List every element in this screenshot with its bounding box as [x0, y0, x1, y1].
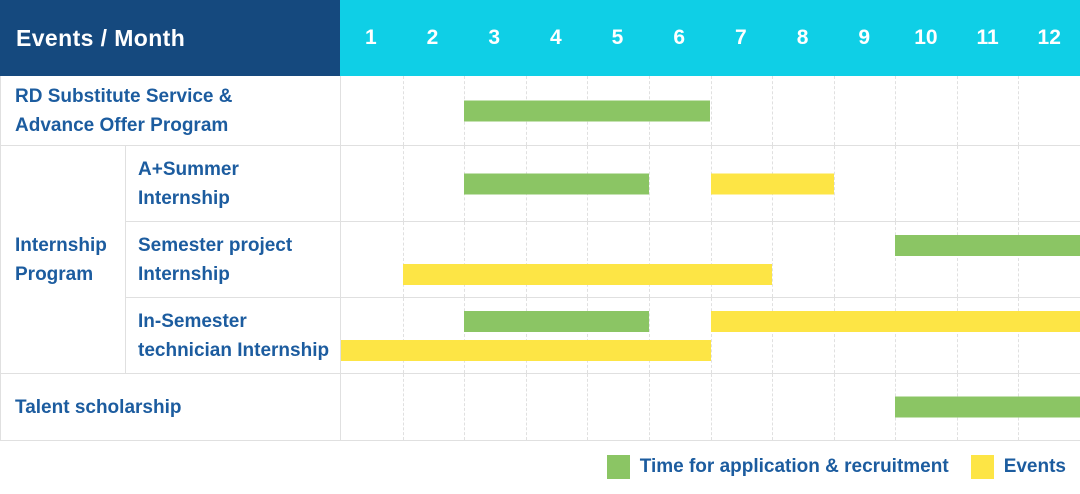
month-gridline: [833, 374, 835, 440]
month-gridline: [402, 298, 404, 373]
month-header-9: 9: [858, 26, 871, 49]
row-label-text: RD Substitute Service & Advance Offer Pr…: [15, 85, 233, 136]
group-label-internship-program: Internship Program: [0, 146, 125, 374]
month-gridline: [1018, 222, 1020, 297]
month-gridline: [956, 76, 958, 145]
group-label-text: Internship Program: [15, 234, 107, 285]
month-header-8: 8: [796, 26, 809, 49]
gantt-bar-green: [464, 173, 649, 194]
legend: Time for application & recruitment Events: [0, 454, 1080, 480]
schedule-table: Events / Month 1 2 3 4 5 6 7 8 9 10 11 12 RD Substi…: [0, 0, 1080, 441]
events-month-header-label: Events / Month: [16, 24, 186, 51]
row-label-rd-substitute-service: RD Substitute Service & Advance Offer Pr…: [0, 76, 340, 146]
month-gridline: [648, 374, 650, 440]
legend-item-yellow: Events: [970, 455, 1066, 479]
gantt-bar-yellow: [710, 310, 1080, 332]
gantt-bar-yellow: [402, 263, 773, 285]
month-gridline: [587, 222, 589, 297]
month-header-7: 7: [735, 26, 747, 49]
row-label-in-semester-technician-internship: In-Semester technician Internship: [125, 298, 340, 374]
month-gridline: [402, 146, 404, 221]
month-gridline: [464, 298, 466, 373]
row-label-text: In-Semester technician Internship: [138, 310, 330, 361]
gantt-bar-green: [464, 100, 711, 121]
chart-row-talent-scholarship: [340, 374, 1080, 441]
month-gridline: [833, 76, 835, 145]
month-gridline: [710, 298, 712, 373]
month-gridline: [648, 298, 650, 373]
row-label-a-plus-summer-internship: A+Summer Internship: [125, 146, 340, 222]
month-gridline: [956, 222, 958, 297]
month-gridline: [1018, 76, 1020, 145]
month-gridline: [402, 76, 404, 145]
gantt-bar-yellow: [710, 173, 834, 194]
month-gridline: [772, 76, 774, 145]
legend-swatch-green: [606, 455, 630, 479]
chart-row-semester-project-internship: [340, 222, 1080, 298]
gantt-bar-green: [895, 396, 1080, 418]
row-label-text: A+Summer Internship: [138, 158, 239, 209]
month-gridline: [833, 146, 835, 221]
month-gridline: [464, 374, 466, 440]
chart-row-a-plus-summer-internship: [340, 146, 1080, 222]
month-gridline: [402, 222, 404, 297]
month-gridline: [648, 146, 650, 221]
month-header-2: 2: [426, 26, 439, 49]
legend-label: Time for application & recruitment: [639, 456, 949, 477]
legend-item-green: Time for application & recruitment: [606, 455, 949, 479]
row-label-text: Semester project Internship: [138, 234, 293, 285]
month-gridline: [956, 146, 958, 221]
month-header-11: 11: [976, 26, 999, 49]
month-gridline: [525, 222, 527, 297]
month-gridline: [587, 298, 589, 373]
gantt-bar-green: [464, 310, 649, 332]
month-gridline: [1018, 146, 1020, 221]
month-header-4: 4: [550, 26, 562, 49]
month-gridline: [648, 222, 650, 297]
month-gridline: [772, 374, 774, 440]
row-label-semester-project-internship: Semester project Internship: [125, 222, 340, 298]
month-gridline: [1018, 298, 1020, 373]
month-gridline: [464, 222, 466, 297]
month-gridline: [402, 374, 404, 440]
month-gridline: [956, 298, 958, 373]
month-gridline: [772, 222, 774, 297]
month-header-5: 5: [611, 26, 624, 49]
month-gridline: [772, 298, 774, 373]
gantt-bar-yellow: [341, 339, 711, 361]
month-gridline: [525, 374, 527, 440]
gantt-bar-green: [895, 234, 1080, 256]
month-header-12: 12: [1037, 26, 1061, 49]
month-gridline: [833, 222, 835, 297]
row-label-text: Talent scholarship: [15, 396, 182, 418]
month-gridline: [895, 222, 897, 297]
row-label-talent-scholarship: Talent scholarship: [0, 374, 340, 441]
month-header-3: 3: [488, 26, 501, 49]
month-gridline: [895, 146, 897, 221]
month-gridline: [833, 298, 835, 373]
month-gridline: [710, 76, 712, 145]
legend-swatch-yellow: [970, 455, 994, 479]
month-gridline: [895, 298, 897, 373]
month-gridline: [525, 298, 527, 373]
month-header-6: 6: [673, 26, 686, 49]
events-month-header-cell: Events / Month: [0, 0, 340, 76]
month-gridline: [710, 374, 712, 440]
month-header-10: 10: [914, 26, 938, 49]
month-gridline: [895, 76, 897, 145]
month-header-row: 1 2 3 4 5 6 7 8 9 10 11 12: [340, 0, 1080, 76]
chart-row-rd-substitute-service: [340, 76, 1080, 146]
legend-label: Events: [1003, 456, 1066, 477]
month-gridline: [587, 374, 589, 440]
chart-row-in-semester-technician-internship: [340, 298, 1080, 374]
month-gridline: [710, 222, 712, 297]
month-header-1: 1: [364, 26, 377, 49]
